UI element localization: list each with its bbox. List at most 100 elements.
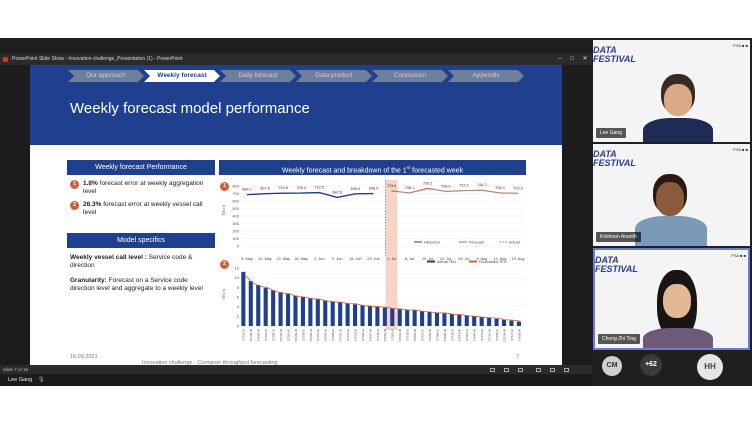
line-chart-ylabel: TEU k bbox=[221, 205, 226, 216]
actual-bar-24 bbox=[420, 311, 425, 326]
bar-xtick-28: S7155-E bbox=[450, 329, 454, 341]
actual-bar-29 bbox=[457, 314, 462, 326]
specifics-heading: Model specifics bbox=[67, 233, 215, 248]
line-xtick-9: 8. Jul bbox=[405, 257, 414, 261]
line-data-label-5: 647.6 bbox=[333, 190, 343, 194]
line-data-label-3: 705.4 bbox=[296, 186, 306, 190]
bar-xtick-23: S7305-W bbox=[413, 329, 417, 342]
slideshow-icon[interactable] bbox=[564, 368, 569, 372]
line-data-label-8: 733.6 bbox=[387, 184, 397, 188]
bar-xtick-7: S7109-W bbox=[294, 329, 298, 342]
bar-chart-ytick-4: 4 bbox=[237, 304, 240, 309]
maximize-icon[interactable]: □ bbox=[570, 56, 574, 62]
avatar-hh[interactable]: HH bbox=[697, 354, 723, 380]
actual-bar-20 bbox=[390, 308, 395, 326]
presenter-bar: Lee Gang 🎙 bbox=[0, 374, 592, 386]
avatar-cm[interactable]: CM bbox=[602, 356, 622, 376]
close-icon[interactable]: ✕ bbox=[582, 56, 588, 62]
line-xtick-8: 1. Jul bbox=[387, 257, 396, 261]
performance-num-2: 2 bbox=[70, 201, 79, 210]
actual-bar-17 bbox=[367, 305, 373, 326]
bar-xtick-35: S7204-W bbox=[502, 329, 506, 342]
participant-tile-chong-zhi-ting[interactable]: DATA FESTIVAL PSA ■ ■ Chong Zhi Ting bbox=[593, 248, 750, 350]
prev-slide-icon[interactable] bbox=[490, 368, 495, 372]
bar-xtick-20: S7206-E bbox=[391, 329, 395, 341]
actual-bar-15 bbox=[353, 304, 358, 326]
actual-bar-30 bbox=[464, 315, 469, 326]
line-chart-ytick-400: 400 bbox=[232, 214, 239, 219]
actual-bar-6 bbox=[285, 294, 291, 326]
bar-xtick-18: S7128-E bbox=[376, 329, 380, 341]
participant-tile-lee-gang[interactable]: DATA FESTIVAL PSA ■ ■ Lee Gang bbox=[593, 40, 750, 142]
line-data-label-15: 702.9 bbox=[513, 186, 523, 190]
data-festival-logo: DATA FESTIVAL bbox=[593, 45, 636, 64]
line-xtick-7: 23. Jun bbox=[367, 257, 379, 261]
chart-num-2: 2 bbox=[220, 260, 229, 269]
performance-item-1: 1.8% forecast error at weekly aggregatio… bbox=[83, 180, 204, 195]
specifics-item-1: Weekly vessel call level : Service code … bbox=[70, 254, 193, 269]
bar-xtick-11: S7040-W bbox=[324, 329, 328, 342]
bar-xtick-0: S7102-E bbox=[242, 329, 246, 341]
participant-face bbox=[656, 182, 684, 216]
line-data-label-14: 706.3 bbox=[495, 186, 505, 190]
bar-xtick-30: S7033-E bbox=[465, 329, 469, 341]
minimize-icon[interactable]: – bbox=[558, 56, 562, 62]
window-title: PowerPoint Slide Show - Innovation chall… bbox=[12, 56, 183, 62]
actual-bar-28 bbox=[449, 313, 454, 326]
bar-xtick-15: S7015-W bbox=[353, 329, 357, 342]
slide-sorter-icon[interactable] bbox=[504, 368, 509, 372]
chart-num-1: 1 bbox=[220, 182, 229, 191]
participant-tile-krishnan-ananth[interactable]: DATA FESTIVAL PSA ■ ■ Krishnan Ananth bbox=[593, 144, 750, 246]
line-chart-ytick-200: 200 bbox=[232, 229, 239, 234]
actual-bar-19 bbox=[382, 307, 387, 326]
line-chart-ytick-100: 100 bbox=[232, 236, 239, 241]
powerpoint-window: PowerPoint Slide Show - Innovation chall… bbox=[0, 54, 592, 386]
bar-xtick-17: S7087-W bbox=[368, 329, 372, 342]
actual-bar-36 bbox=[509, 320, 514, 326]
bar-xtick-27: S7052-W bbox=[443, 329, 447, 342]
bar-xtick-36: S7167-E bbox=[510, 329, 514, 341]
bar-chart-ytick-8: 8 bbox=[237, 285, 240, 290]
actual-bar-11 bbox=[323, 300, 328, 326]
performance-num-1: 1 bbox=[70, 180, 79, 189]
bar-xtick-29: S7057-W bbox=[458, 329, 462, 342]
bar-xtick-25: S7265-W bbox=[428, 329, 432, 342]
bar-xtick-5: S7102-W bbox=[279, 329, 283, 342]
line-data-label-10: 769.2 bbox=[423, 181, 433, 185]
actual-bar-4 bbox=[271, 290, 276, 326]
line-data-label-11: 728.9 bbox=[441, 184, 451, 188]
actual-bar-26 bbox=[434, 312, 440, 326]
line-xtick-12: 29. Jul bbox=[458, 257, 469, 261]
normal-view-icon[interactable] bbox=[536, 368, 541, 372]
line-chart-ytick-700: 700 bbox=[232, 191, 239, 196]
bar-chart-ytick-10: 10 bbox=[235, 275, 240, 280]
actual-bar-22 bbox=[405, 309, 410, 326]
line-legend-label-1: Forecast bbox=[469, 241, 485, 245]
next-slide-icon[interactable] bbox=[518, 368, 523, 372]
bar-xtick-32: S7272-E bbox=[480, 329, 484, 341]
actual-bar-9 bbox=[308, 297, 313, 326]
performance-item-2: 26.3% forecast error at weekly vessel ca… bbox=[83, 201, 203, 216]
actual-bar-14 bbox=[345, 303, 350, 326]
reading-view-icon[interactable] bbox=[550, 368, 555, 372]
actual-bar-5 bbox=[278, 292, 283, 326]
footer-text: Innovation challenge - Container through… bbox=[142, 360, 278, 366]
window-titlebar: PowerPoint Slide Show - Innovation chall… bbox=[0, 54, 592, 65]
actual-bar-2 bbox=[256, 284, 261, 326]
bar-xtick-24: S7106-E bbox=[420, 329, 424, 341]
line-chart-ytick-600: 600 bbox=[232, 199, 239, 204]
line-xtick-6: 16. Jun bbox=[349, 257, 361, 261]
bar-xtick-2: S7060-W bbox=[257, 329, 261, 342]
line-xtick-1: 12. May bbox=[258, 257, 272, 261]
line-xtick-0: 5. May bbox=[241, 257, 252, 261]
bar-xtick-1: S7105-W bbox=[249, 329, 253, 342]
more-participants-button[interactable]: +62 bbox=[640, 354, 662, 376]
actual-bar-25 bbox=[427, 311, 432, 326]
line-data-label-13: 744.2 bbox=[477, 183, 487, 187]
footer-date: 16.09.2021 bbox=[70, 354, 98, 360]
actual-bar-3 bbox=[263, 287, 268, 326]
bar-chart-ylabel: TEU k bbox=[221, 289, 226, 300]
line-xtick-5: 9. Jun bbox=[332, 257, 342, 261]
actual-bar-37 bbox=[516, 321, 521, 326]
actual-bar-27 bbox=[442, 313, 447, 326]
